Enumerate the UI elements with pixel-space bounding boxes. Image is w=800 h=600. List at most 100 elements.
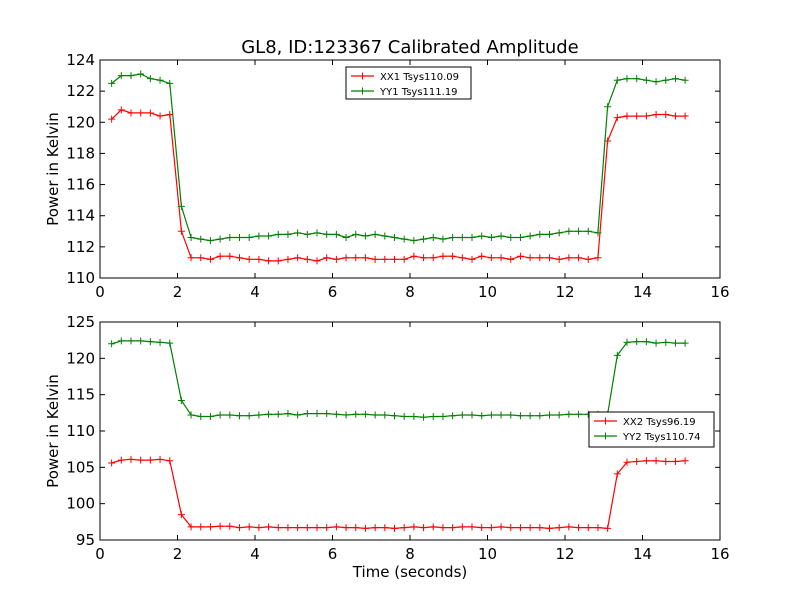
top-plot: 0 2 4 6 8 10 12 14 16 110 112 114 116 118 120 122 124 Pow… — [44, 51, 730, 301]
data-point — [507, 524, 515, 532]
x-tick-label: 0 — [95, 283, 105, 301]
data-point — [156, 76, 164, 84]
data-point — [662, 338, 670, 346]
data-point — [497, 232, 505, 240]
y-axis-label: Power in Kelvin — [44, 112, 62, 226]
data-point — [565, 254, 573, 262]
data-point — [671, 339, 679, 347]
data-point — [565, 523, 573, 531]
data-point — [662, 111, 670, 118]
data-point — [468, 234, 476, 242]
data-point — [177, 511, 185, 519]
data-point — [516, 234, 524, 242]
x-tick-label: 16 — [710, 545, 729, 563]
data-point — [313, 257, 321, 265]
data-point — [613, 351, 621, 359]
data-point — [381, 524, 389, 532]
data-point — [623, 338, 631, 346]
data-point — [526, 412, 534, 420]
data-point — [313, 524, 321, 532]
data-point — [108, 340, 116, 348]
y-tick-label: 122 — [66, 82, 95, 100]
data-point — [652, 111, 660, 118]
data-point — [555, 411, 563, 419]
y-tick-label: 120 — [66, 113, 95, 131]
y-tick-label: 112 — [66, 238, 95, 256]
data-point — [137, 70, 145, 78]
data-point — [526, 524, 534, 532]
data-point — [303, 524, 311, 532]
data-point — [536, 254, 544, 262]
data-point — [546, 254, 553, 262]
data-point — [400, 255, 408, 263]
data-point — [671, 458, 679, 466]
data-point — [206, 412, 214, 420]
data-point — [197, 412, 205, 420]
data-point — [410, 523, 418, 531]
data-point — [187, 411, 195, 419]
data-point — [197, 235, 205, 243]
data-point — [516, 412, 524, 420]
data-point — [449, 234, 457, 242]
y-tick-label: 114 — [66, 207, 95, 225]
legend-label: XX1 Tsys110.09 — [380, 72, 459, 83]
y-tick-label: 110 — [66, 422, 95, 440]
y-axis-label: Power in Kelvin — [44, 374, 62, 488]
data-point — [361, 232, 369, 240]
data-point — [652, 339, 660, 347]
data-point — [177, 202, 185, 210]
x-tick-label: 10 — [478, 283, 497, 301]
data-point — [323, 410, 331, 418]
data-point — [352, 524, 360, 532]
data-point — [429, 523, 437, 531]
x-tick-label: 8 — [405, 545, 415, 563]
legend-marker — [359, 72, 366, 80]
data-point — [468, 255, 476, 263]
data-point — [284, 255, 292, 263]
x-tick-label: 2 — [173, 283, 183, 301]
data-point — [487, 411, 495, 419]
data-point — [371, 524, 379, 532]
data-point — [332, 255, 340, 263]
data-point — [536, 412, 544, 420]
legend-label: YY1 Tsys111.19 — [379, 87, 458, 98]
data-point — [381, 255, 389, 263]
data-point — [410, 237, 418, 245]
data-point — [146, 109, 154, 117]
x-tick-label: 10 — [478, 545, 497, 563]
data-point — [117, 337, 125, 345]
data-point — [127, 72, 135, 80]
data-point — [497, 523, 505, 531]
y-tick-label: 116 — [66, 176, 95, 194]
data-point — [536, 524, 544, 532]
data-point — [410, 252, 418, 260]
data-point — [156, 112, 164, 120]
data-point — [613, 114, 621, 122]
data-point — [565, 410, 573, 418]
data-point — [361, 254, 369, 262]
data-point — [274, 257, 282, 265]
x-tick-label: 8 — [405, 283, 415, 301]
data-point — [400, 412, 408, 420]
data-point — [642, 338, 650, 346]
x-tick-label: 2 — [173, 545, 183, 563]
data-point — [274, 524, 282, 532]
x-tick-label: 14 — [633, 545, 652, 563]
data-point — [146, 338, 154, 346]
data-point — [206, 523, 214, 531]
legend-label: XX2 Tsys96.19 — [623, 417, 696, 428]
data-point — [671, 75, 679, 83]
data-point — [245, 523, 253, 531]
x-tick-label: 0 — [95, 545, 105, 563]
data-point — [594, 254, 602, 262]
data-point — [458, 234, 466, 242]
data-point — [226, 411, 234, 419]
data-point — [391, 255, 398, 263]
data-point — [633, 338, 641, 346]
data-point — [516, 524, 524, 532]
data-point — [575, 254, 583, 262]
data-point — [449, 252, 457, 260]
data-point — [137, 337, 145, 345]
data-point — [642, 76, 650, 84]
